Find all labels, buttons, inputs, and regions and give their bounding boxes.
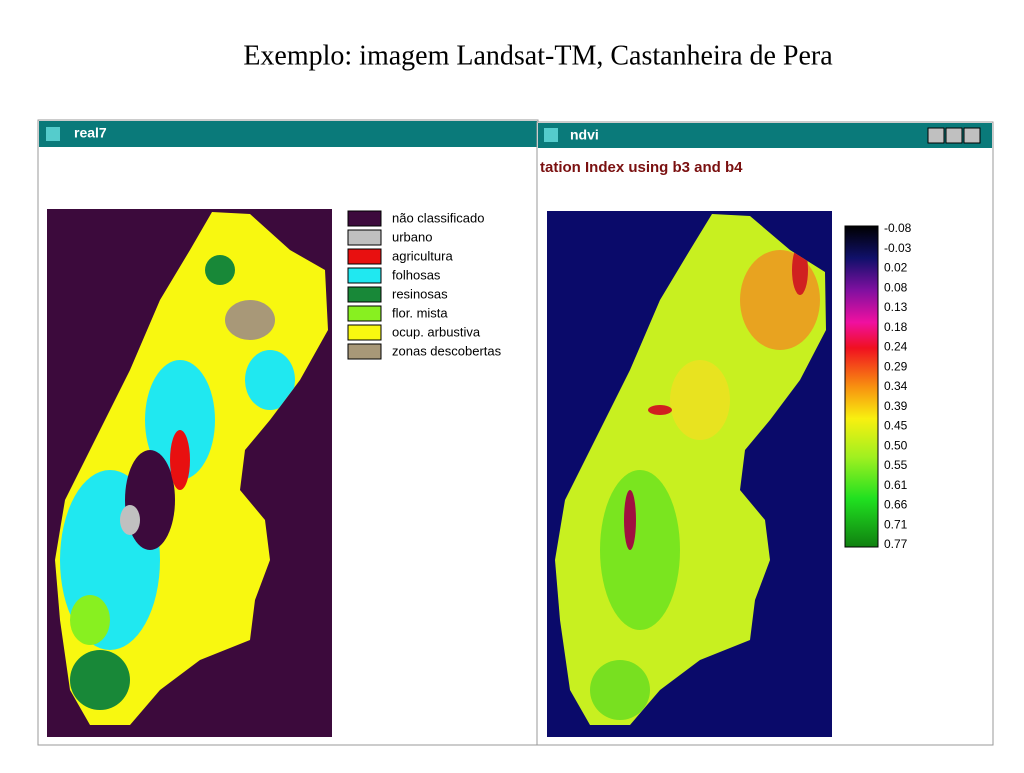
- window-subtitle: tation Index using b3 and b4: [540, 159, 743, 176]
- legend-swatch: [347, 248, 382, 265]
- colorbar-label: 0.39: [884, 399, 908, 413]
- legend-swatch: [347, 286, 382, 303]
- legend-swatch: [347, 229, 382, 246]
- close-button[interactable]: [963, 127, 981, 144]
- colorbar-label: 0.34: [884, 379, 908, 393]
- window-title: real7: [74, 125, 107, 141]
- colorbar-labels: -0.08 -0.03 0.02 0.08 0.13 0.18 0.24 0.29 0.34 0.…: [884, 221, 912, 551]
- colorbar-label: 0.08: [884, 280, 908, 294]
- colorbar: [844, 225, 879, 548]
- legend-swatch: [347, 343, 382, 360]
- colorbar-label: 0.71: [884, 517, 908, 531]
- legend-swatch: [347, 305, 382, 322]
- legend-swatch: [347, 210, 382, 227]
- maximize-button[interactable]: [945, 127, 963, 144]
- window-icon: [46, 127, 60, 141]
- colorbar-label: 0.02: [884, 261, 908, 275]
- legend-label: folhosas: [392, 267, 441, 282]
- legend-label: ocup. arbustiva: [392, 324, 481, 339]
- legend-swatch: [347, 267, 382, 284]
- legend-label: flor. mista: [392, 305, 448, 320]
- colorbar-label: 0.29: [884, 359, 908, 373]
- legend-label: resinosas: [392, 286, 448, 301]
- legend-label: não classificado: [392, 210, 485, 225]
- colorbar-label: 0.45: [884, 419, 908, 433]
- colorbar-label: 0.61: [884, 478, 908, 492]
- colorbar-label: 0.24: [884, 340, 908, 354]
- colorbar-label: 0.50: [884, 438, 908, 452]
- legend: não classificado urbano agricultura folhosa…: [347, 210, 502, 360]
- colorbar-label: 0.18: [884, 320, 908, 334]
- legend-label: agricultura: [392, 248, 453, 263]
- colorbar-label: -0.08: [884, 221, 912, 235]
- window-icon: [544, 128, 558, 142]
- colorbar-label: -0.03: [884, 241, 912, 255]
- colorbar-label: 0.66: [884, 498, 908, 512]
- colorbar-label: 0.77: [884, 537, 908, 551]
- legend-label: zonas descobertas: [392, 343, 502, 358]
- title-bar: [538, 123, 992, 148]
- legend-label: urbano: [392, 229, 432, 244]
- colorbar-label: 0.55: [884, 458, 908, 472]
- colorbar-label: 0.13: [884, 300, 908, 314]
- minimize-button[interactable]: [927, 127, 945, 144]
- window-title: ndvi: [570, 127, 599, 143]
- slide-title: Exemplo: imagem Landsat-TM, Castanheira …: [243, 40, 833, 71]
- title-bar: [39, 121, 537, 147]
- legend-swatch: [347, 324, 382, 341]
